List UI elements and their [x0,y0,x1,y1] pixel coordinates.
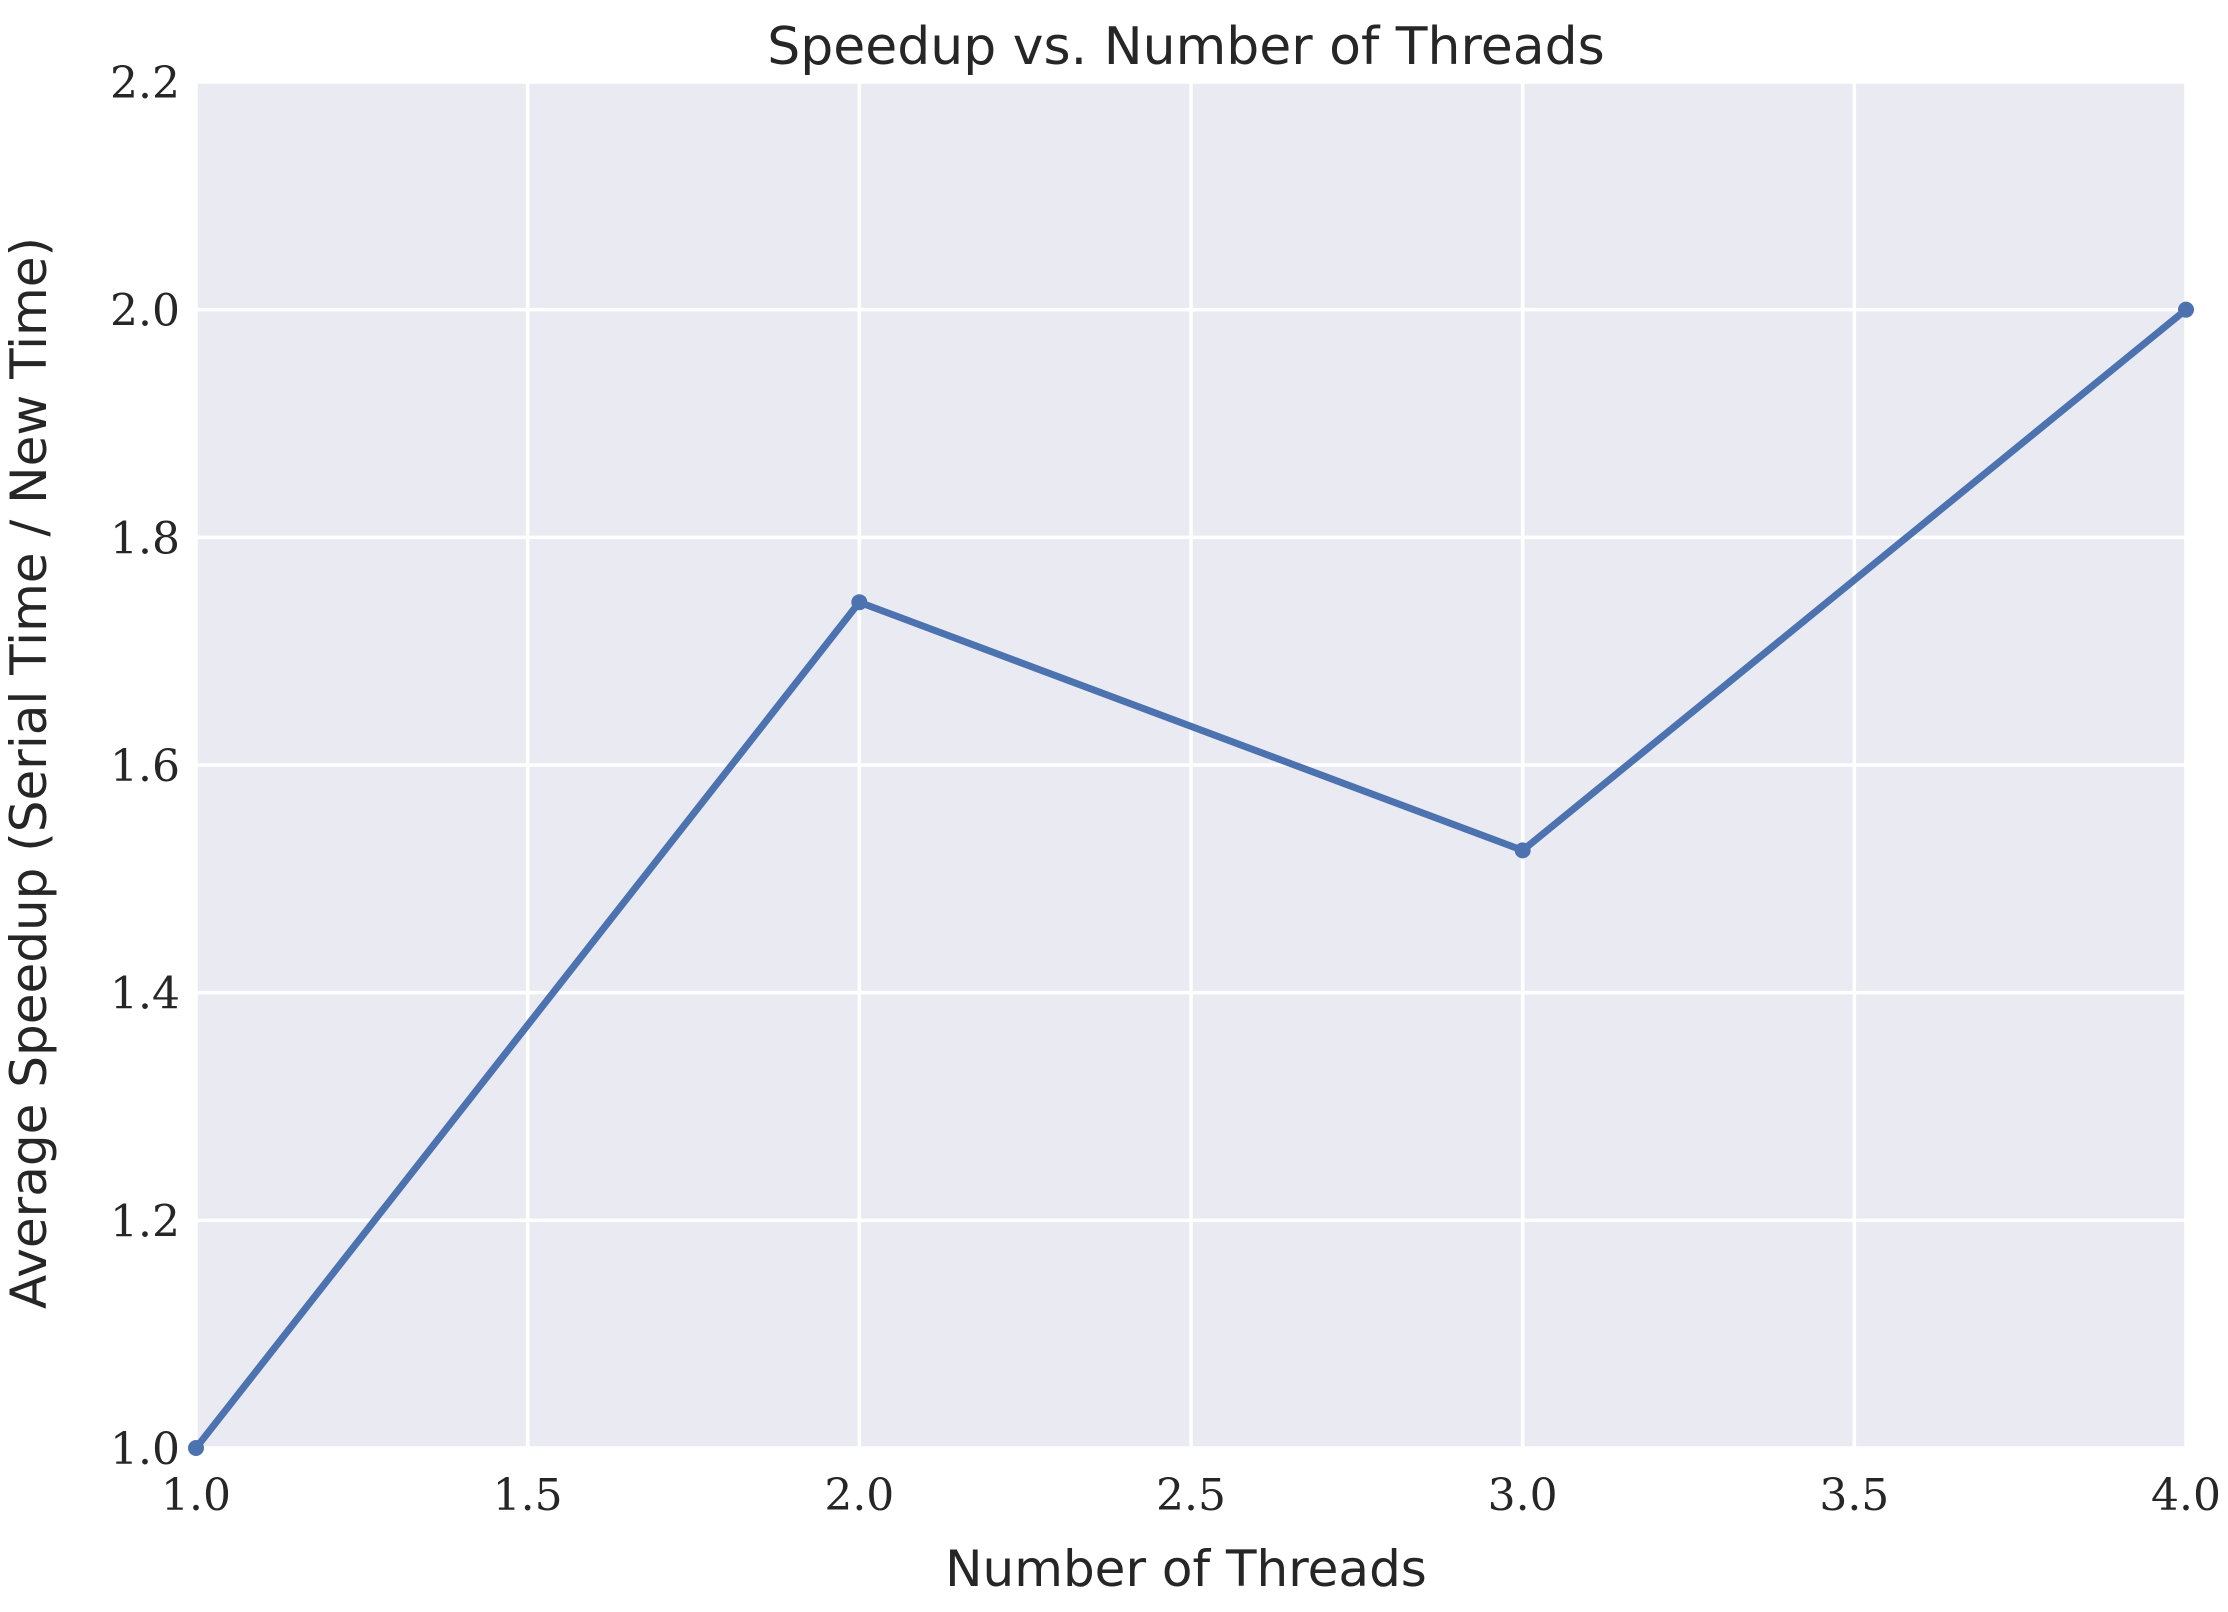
x-axis-label: Number of Threads [945,1540,1427,1598]
y-gridlines [196,80,2186,1450]
x-tick-label: 2.0 [824,1470,894,1521]
y-tick-label: 2.0 [110,286,180,337]
x-tick-labels: 1.0 1.5 2.0 2.5 3.0 3.5 4.0 [161,1470,2221,1521]
y-tick-label: 1.4 [110,969,180,1020]
y-tick-label: 1.0 [110,1424,180,1475]
y-tick-label: 1.6 [110,741,180,792]
y-tick-label: 2.2 [110,58,180,109]
x-tick-label: 4.0 [2151,1470,2221,1521]
chart-title: Speedup vs. Number of Threads [767,17,1604,77]
x-tick-label: 3.5 [1819,1470,1889,1521]
y-tick-labels: 1.0 1.2 1.4 1.6 1.8 2.0 2.2 [110,58,180,1475]
x-tick-label: 3.0 [1488,1470,1558,1521]
series-line [192,306,2190,1452]
y-axis-label: Average Speedup (Serial Time / New Time) [0,237,58,1309]
x-tick-label: 1.5 [493,1470,563,1521]
data-point [188,1440,204,1456]
series-group [188,301,2194,1456]
x-tick-label: 1.0 [161,1470,231,1521]
y-tick-label: 1.8 [110,513,180,564]
data-point [2178,301,2194,318]
data-point [851,594,868,611]
y-tick-label: 1.2 [110,1196,180,1247]
x-tick-label: 2.5 [1156,1470,1226,1521]
data-point [1514,842,1531,859]
